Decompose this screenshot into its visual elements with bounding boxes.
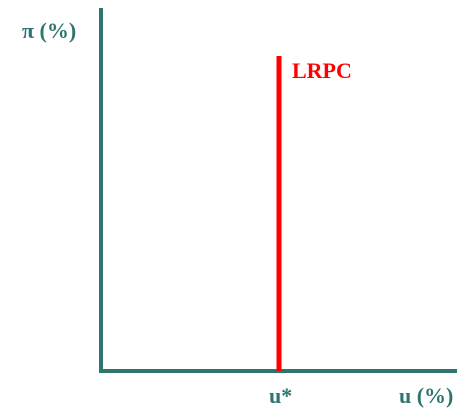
x-tick-label: u* (269, 383, 292, 408)
curve-label: LRPC (292, 58, 352, 83)
x-axis-label: u (%) (399, 383, 453, 408)
y-axis-label: π (%) (22, 18, 76, 43)
